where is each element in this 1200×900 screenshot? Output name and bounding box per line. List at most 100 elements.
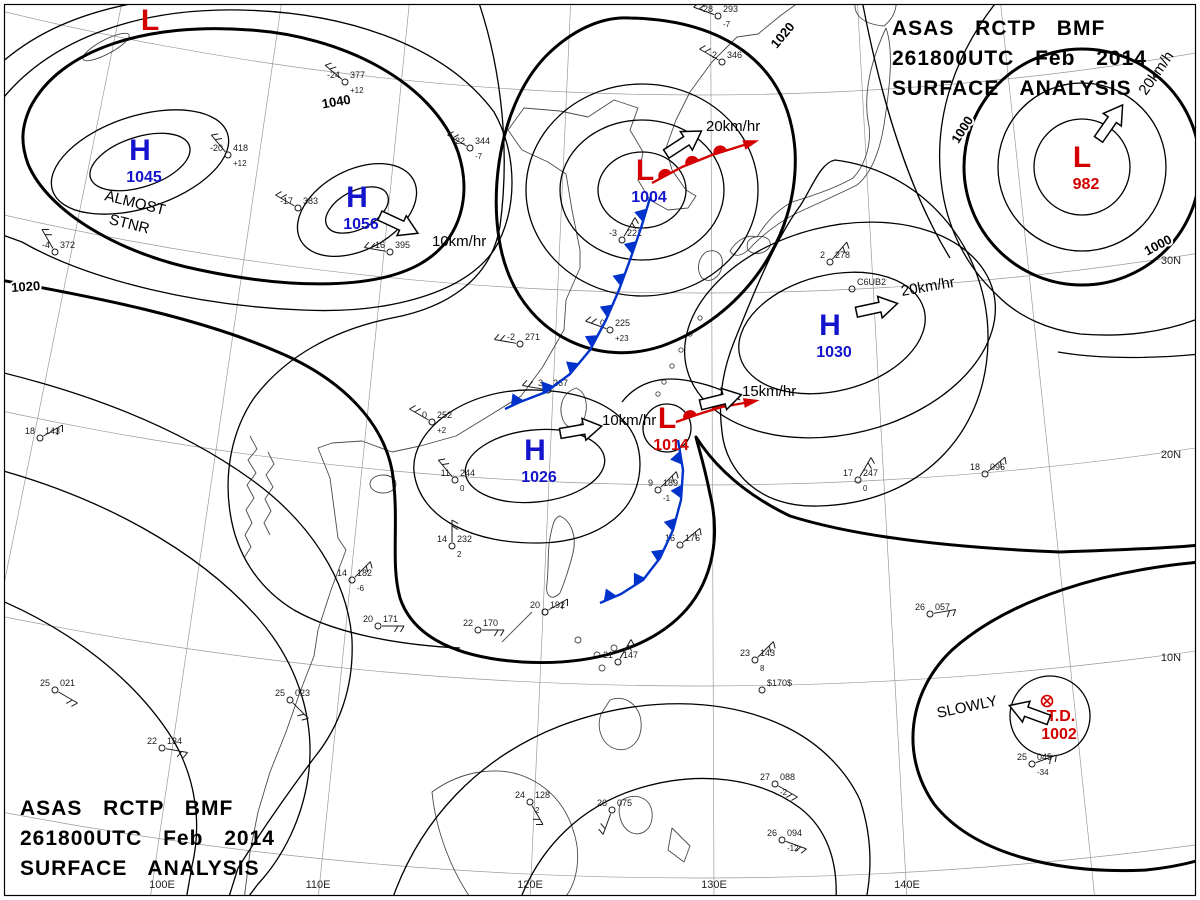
- isobar: [559, 119, 725, 261]
- pressure-symbol: H: [129, 134, 151, 167]
- station-pressure: 075: [617, 798, 632, 808]
- station-circle: [676, 541, 684, 549]
- movement-arrow: [1007, 700, 1052, 726]
- coastline-hainan: [369, 474, 397, 494]
- coastline-borneo: [431, 770, 579, 895]
- meridian-line: [710, 5, 715, 895]
- wind-barb-tick: [494, 629, 499, 637]
- station-pressure: 023: [295, 688, 310, 698]
- td-symbol: [1040, 694, 1054, 708]
- isobar-1040: [21, 27, 466, 286]
- station-circle: [654, 486, 662, 494]
- station-extra: 2: [535, 806, 540, 815]
- wind-barb-tick: [71, 702, 78, 707]
- isobar: [1057, 351, 1195, 359]
- wind-barb-tick: [522, 379, 528, 386]
- station-extra: -12: [787, 844, 799, 853]
- lon-label: 130E: [701, 879, 727, 891]
- wind-barb: [41, 229, 54, 249]
- coastline-mindanao: [598, 698, 642, 751]
- station-plot: 26 094 -12: [767, 828, 807, 854]
- station-plot: -20 418 +12: [210, 133, 248, 168]
- station-pressure: 182: [357, 568, 372, 578]
- wind-barb: [933, 608, 956, 614]
- isobar-value-label: 1000: [948, 113, 976, 145]
- station-temp: 25: [40, 678, 50, 688]
- isobar: [5, 5, 129, 61]
- wind-barb-tick: [275, 191, 282, 196]
- pressure-symbol: L: [1073, 141, 1091, 174]
- station-temp: 14: [337, 568, 347, 578]
- wind-barb-tick: [409, 405, 416, 410]
- station-temp: 21: [603, 650, 613, 660]
- wind-barb-tick: [414, 408, 422, 413]
- coastline-kyushu: [698, 250, 723, 281]
- station-plot: C6UB2: [848, 277, 886, 293]
- station-circle: [51, 248, 59, 256]
- pressure-center-low: L 982: [1073, 141, 1100, 193]
- wind-barb-tick: [630, 639, 635, 646]
- station-circle: [341, 78, 349, 86]
- station-extra: 0: [863, 484, 868, 493]
- station-pressure: 247: [863, 468, 878, 478]
- station-circle: [714, 12, 722, 20]
- station-plot: 22 134: [147, 736, 188, 759]
- wind-barb: [210, 134, 226, 153]
- station-pressure: 278: [835, 250, 850, 260]
- isobar: [683, 221, 997, 439]
- wind-barb-tick: [451, 519, 459, 524]
- wind-barb-tick: [176, 751, 183, 758]
- wind-barb-tick: [671, 475, 675, 483]
- cold-front-triangle: [633, 572, 646, 586]
- movement-arrow-group: 10km/hr: [558, 412, 656, 442]
- isobar: [393, 703, 871, 895]
- station-circle: [751, 656, 759, 664]
- station-temp: -2: [709, 50, 717, 60]
- td-symbol-cross: [1042, 696, 1052, 706]
- station-pressure: 377: [350, 70, 365, 80]
- wind-barb: [58, 691, 78, 704]
- station-plot: 26 057: [915, 602, 957, 618]
- wind-barb-tick: [952, 609, 957, 617]
- isobar: [5, 470, 311, 895]
- station-temp: 2: [820, 250, 825, 260]
- wind-barb: [623, 217, 636, 237]
- wind-barb: [275, 194, 295, 207]
- lat-label: 10N: [1161, 652, 1181, 664]
- isobar: [89, 132, 191, 192]
- wind-barb-tick: [1054, 755, 1057, 763]
- station-circle: [286, 696, 294, 704]
- isobar-td-inner: [1009, 675, 1091, 757]
- station-circle: [778, 836, 786, 844]
- station-pressure: 128: [535, 790, 550, 800]
- station-circle: [854, 476, 862, 484]
- meridian-line: [5, 5, 122, 582]
- wind-barb-tick: [364, 241, 370, 248]
- station-temp: 0: [422, 410, 427, 420]
- station-extra: +12: [350, 86, 364, 95]
- wind-barb-tick: [634, 217, 639, 224]
- map-border: [3, 3, 1197, 897]
- isobar-value-label: 1020: [768, 19, 798, 51]
- station-circle: [758, 686, 766, 694]
- station-circle: [771, 780, 779, 788]
- station-plot: -17383: [275, 191, 318, 212]
- station-temp: 9: [648, 478, 653, 488]
- wind-barb-tick: [500, 629, 505, 637]
- cold-front-triangle: [623, 240, 637, 255]
- station-pressure: 096: [990, 462, 1005, 472]
- station-extra: 8: [760, 664, 765, 673]
- station-plot: 0 252 +2: [409, 405, 452, 435]
- wind-barb-tick: [1004, 457, 1007, 465]
- isobar: [413, 389, 641, 544]
- station-pressure: $170$: [767, 678, 792, 688]
- station-plot: 18 096: [970, 456, 1007, 478]
- pressure-value: 1045: [126, 169, 162, 186]
- wind-barb: [1035, 754, 1057, 764]
- station-extra: -7: [723, 20, 731, 29]
- pressure-value: 982: [1073, 176, 1100, 193]
